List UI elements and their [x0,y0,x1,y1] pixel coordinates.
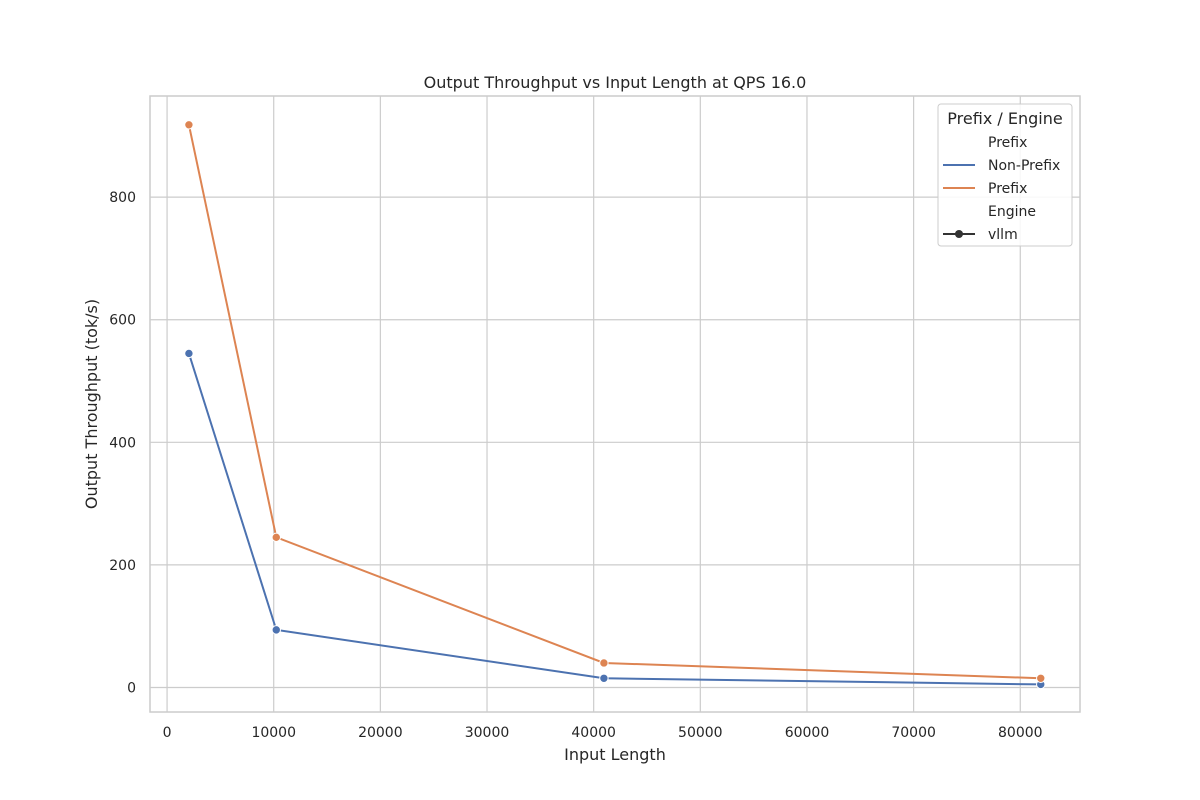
series-non-prefix [184,348,1046,690]
y-tick-label: 600 [109,313,136,329]
x-tick-label: 0 [163,725,172,741]
legend-marker [955,230,963,238]
x-tick-label: 80000 [998,725,1043,741]
legend-entry-label: Non-Prefix [988,158,1060,174]
y-tick-label: 400 [109,435,136,451]
series-prefix [184,120,1046,683]
y-tick-label: 800 [109,190,136,206]
x-tick-labels: 0 10000 20000 30000 40000 50000 60000 70000 8000… [163,725,1043,741]
legend-title: Prefix / Engine [947,109,1062,128]
x-tick-label: 70000 [891,725,936,741]
x-tick-label: 20000 [358,725,403,741]
legend-entry-label: vllm [988,227,1018,243]
legend-box [937,103,1073,247]
x-axis-label: Input Length [564,745,666,764]
x-tick-label: 30000 [465,725,510,741]
legend-entry-label: Prefix [988,181,1027,197]
series-line [187,353,1041,686]
x-tick-label: 50000 [678,725,723,741]
y-tick-label: 0 [127,680,136,696]
y-axis-label: Output Throughput (tok/s) [82,299,101,509]
x-tick-label: 60000 [785,725,830,741]
data-point [1036,673,1046,683]
x-tick-label: 40000 [571,725,616,741]
data-point [599,673,609,683]
legend: Prefix / Engine Prefix Non-Prefix Prefix En… [937,103,1073,247]
series-line [187,124,1041,680]
y-tick-label: 200 [109,558,136,574]
legend-section-heading: Engine [988,204,1036,220]
data-point [184,348,194,359]
data-point [271,532,281,543]
chart-title: Output Throughput vs Input Length at QPS… [424,73,807,92]
y-tick-labels: 0 200 400 600 800 [109,190,136,696]
legend-section-heading: Prefix [988,135,1027,151]
plot-frame [149,95,1081,713]
x-tick-label: 10000 [251,725,296,741]
data-point [599,658,609,668]
data-point [271,625,281,635]
data-point [184,120,194,130]
series-layer [184,120,1046,690]
grid [150,96,1080,712]
